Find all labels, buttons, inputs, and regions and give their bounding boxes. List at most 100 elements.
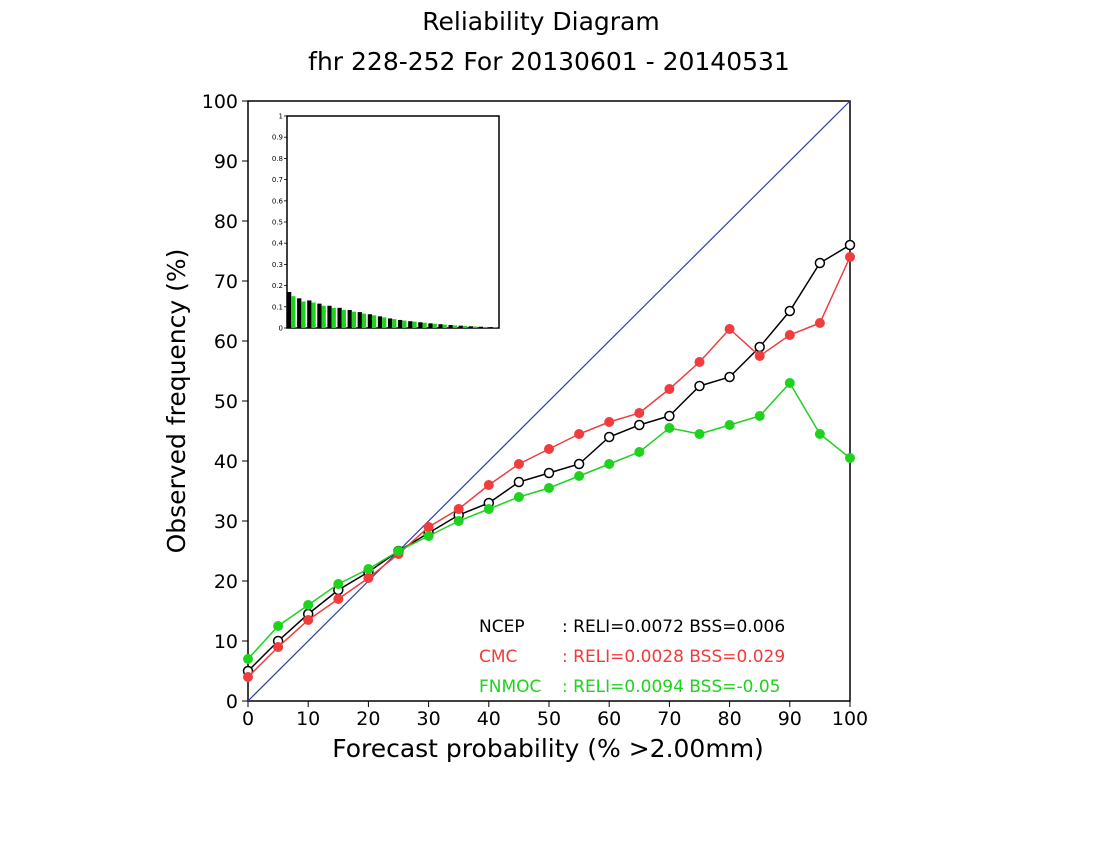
inset-bar-1 bbox=[422, 322, 427, 328]
inset-y-tick-label: 0.7 bbox=[272, 176, 283, 184]
inset-bar-1 bbox=[291, 296, 296, 328]
inset-bar-0 bbox=[418, 322, 423, 328]
x-tick-label: 30 bbox=[417, 708, 441, 730]
x-tick-label: 100 bbox=[832, 708, 868, 730]
inset-bar-1 bbox=[412, 321, 417, 328]
inset-bar-0 bbox=[458, 325, 463, 328]
series-2-point bbox=[243, 654, 253, 664]
y-tick-label: 30 bbox=[214, 511, 238, 533]
series-0-point bbox=[664, 410, 675, 422]
inset-bar-1 bbox=[351, 311, 357, 328]
inset-bar-1 bbox=[432, 323, 437, 328]
inset-y-tick-label: 0.6 bbox=[272, 197, 284, 205]
inset-bar-0 bbox=[297, 298, 302, 328]
series-2-point bbox=[664, 423, 675, 433]
x-tick-label: 20 bbox=[356, 708, 380, 730]
series-1-point bbox=[724, 324, 735, 334]
y-tick-label: 50 bbox=[214, 391, 238, 413]
series-1-point bbox=[574, 429, 585, 439]
series-1-point bbox=[273, 642, 284, 652]
inset-bar-0 bbox=[468, 326, 473, 328]
y-tick-label: 80 bbox=[214, 211, 238, 233]
series-2-point bbox=[634, 447, 645, 457]
series-1-point bbox=[483, 480, 494, 490]
series-2-point bbox=[483, 504, 494, 514]
series-1-point bbox=[544, 444, 554, 454]
series-1-point bbox=[423, 522, 434, 532]
series-0-point bbox=[754, 341, 765, 353]
series-0-point bbox=[694, 380, 705, 392]
chart-title: Reliability Diagram bbox=[422, 7, 659, 36]
x-tick-label: 60 bbox=[597, 708, 621, 730]
inset-bar-1 bbox=[321, 305, 326, 328]
series-0-point bbox=[513, 476, 525, 488]
series-0-point bbox=[603, 431, 615, 443]
legend-name: CMC bbox=[479, 647, 517, 667]
series-2-point bbox=[333, 579, 344, 589]
inset-bar-0 bbox=[387, 318, 393, 328]
legend: NCEP: RELI=0.0072 BSS=0.006 CMC: RELI=0.0… bbox=[479, 617, 785, 697]
inset-bar-0 bbox=[357, 312, 362, 328]
plot-area: 0 10 20 30 40 50 60 70 80 90 100010203040506070809… bbox=[202, 91, 868, 730]
series-0-point bbox=[724, 371, 735, 383]
inset-histogram: 0 0.1 0.2 0.3 0.4 0.5 0.6 0.7 0.8 0.9 1 bbox=[272, 113, 500, 333]
series-2-point bbox=[544, 483, 554, 493]
y-axis-label: Observed frequency (%) bbox=[162, 249, 191, 554]
series-2-point bbox=[754, 411, 765, 421]
y-tick-label: 100 bbox=[202, 91, 238, 113]
inset-bar-1 bbox=[361, 313, 367, 328]
inset-bar-1 bbox=[462, 325, 468, 328]
y-tick-label: 40 bbox=[214, 451, 238, 473]
x-tick-label: 80 bbox=[718, 708, 742, 730]
inset-bar-1 bbox=[311, 302, 316, 328]
series-0-point bbox=[784, 305, 796, 317]
series-2-point bbox=[423, 531, 434, 541]
inset-bar-1 bbox=[301, 301, 306, 328]
inset-bar-0 bbox=[347, 309, 352, 328]
inset-bar-0 bbox=[307, 300, 312, 328]
legend-name: FNMOC bbox=[479, 677, 541, 697]
inset-bar-0 bbox=[428, 323, 433, 328]
series-0-point bbox=[814, 257, 826, 269]
x-tick-label: 70 bbox=[657, 708, 681, 730]
inset-bar-1 bbox=[341, 309, 346, 328]
series-0-point bbox=[844, 239, 856, 251]
inset-bar-1 bbox=[442, 324, 447, 328]
inset-bar-0 bbox=[408, 321, 413, 328]
inset-bar-0 bbox=[448, 325, 453, 328]
inset-bar-0 bbox=[317, 303, 322, 328]
y-tick-label: 90 bbox=[214, 151, 238, 173]
series-2-point bbox=[845, 453, 855, 463]
y-tick-label: 10 bbox=[214, 631, 238, 653]
series-1-point bbox=[694, 357, 705, 367]
y-tick-label: 20 bbox=[214, 571, 238, 593]
series-0-point bbox=[634, 419, 645, 431]
series-2-point bbox=[814, 429, 825, 439]
inset-y-tick-label: 0.1 bbox=[272, 303, 283, 311]
x-tick-label: 40 bbox=[477, 708, 501, 730]
inset-y-tick-label: 0.8 bbox=[272, 155, 283, 163]
inset-bar-1 bbox=[483, 326, 488, 328]
series-1-point bbox=[754, 351, 765, 361]
inset-y-tick-label: 0.9 bbox=[272, 134, 283, 142]
inset-bar-1 bbox=[493, 327, 498, 328]
inset-y-tick-label: 0.2 bbox=[272, 282, 283, 290]
legend-stats: : RELI=0.0028 BSS=0.029 bbox=[562, 647, 785, 667]
x-tick-label: 50 bbox=[537, 708, 561, 730]
x-tick-label: 90 bbox=[778, 708, 802, 730]
series-1-point bbox=[363, 573, 374, 583]
series-2-point bbox=[393, 546, 404, 556]
series-2-point bbox=[604, 459, 615, 469]
series-1-point bbox=[845, 252, 855, 262]
inset-frame bbox=[286, 115, 500, 329]
series-1-point bbox=[333, 594, 344, 604]
inset-bar-0 bbox=[478, 326, 484, 328]
inset-y-tick-label: 1 bbox=[279, 113, 283, 121]
legend-stats: : RELI=0.0094 BSS=-0.05 bbox=[562, 677, 780, 697]
inset-y-tick-label: 0.3 bbox=[272, 261, 283, 269]
inset-y-tick-label: 0.4 bbox=[272, 240, 284, 248]
series-2-point bbox=[363, 564, 374, 574]
series-1-point bbox=[453, 504, 464, 514]
series-1-point bbox=[303, 615, 314, 625]
